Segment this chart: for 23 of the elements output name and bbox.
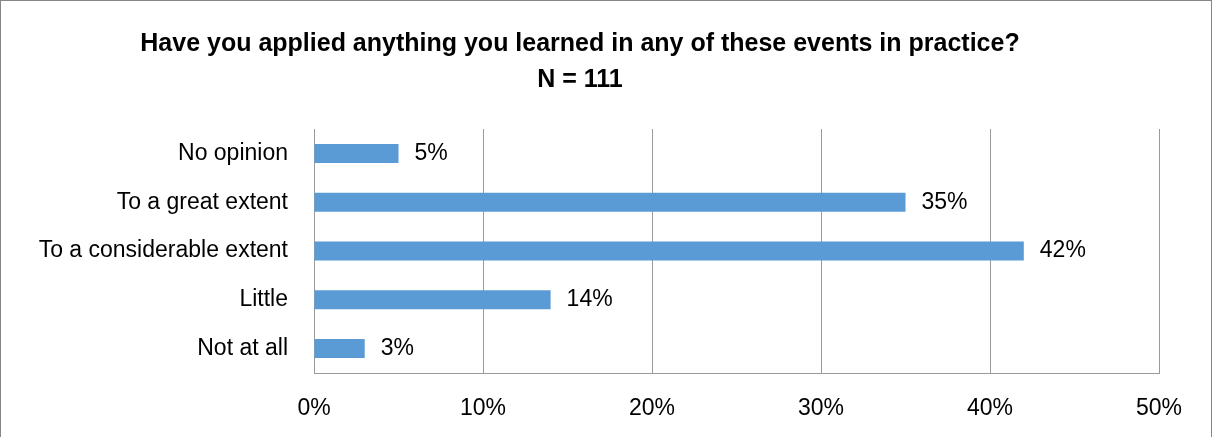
y-tick-label: To a great extent: [116, 187, 289, 214]
data-label: 42%: [1039, 236, 1086, 263]
chart-title: Have you applied anything you learned in any of these events in practice?: [140, 27, 1020, 56]
y-tick-label: To a considerable extent: [38, 236, 289, 263]
y-tick-label: Little: [239, 285, 288, 312]
bar: [314, 192, 906, 212]
bar: [314, 290, 551, 310]
x-tick-label: 20%: [628, 394, 676, 421]
x-tick-label: 0%: [297, 394, 331, 421]
y-tick-label: Not at all: [197, 333, 288, 360]
bar: [314, 241, 1024, 261]
data-label: 35%: [921, 187, 968, 214]
bar: [314, 339, 365, 359]
bar: [314, 143, 399, 163]
chart-subtitle: N = 111: [537, 63, 623, 92]
data-label: 14%: [566, 285, 613, 312]
x-tick-label: 40%: [966, 394, 1014, 421]
y-tick-label: No opinion: [178, 138, 288, 165]
x-tick-label: 10%: [459, 394, 507, 421]
data-label: 5%: [414, 138, 448, 165]
x-tick-label: 30%: [797, 394, 845, 421]
x-tick-label: 50%: [1135, 394, 1183, 421]
data-label: 3%: [380, 333, 414, 360]
